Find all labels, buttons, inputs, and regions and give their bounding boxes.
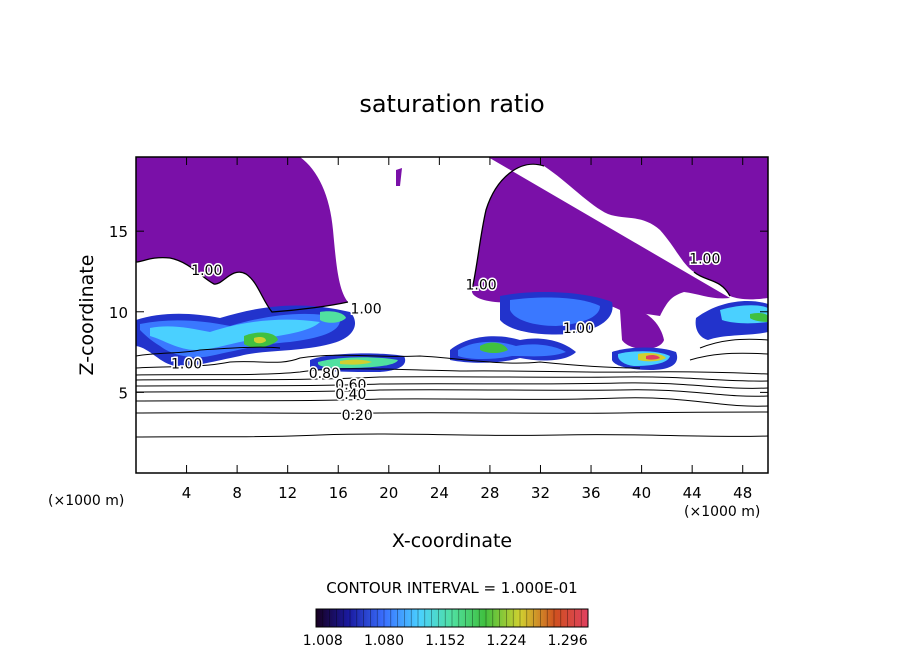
supersaturated-region [136,157,348,312]
contour-label: 1.00 [465,277,496,293]
supersaturated-region [620,308,664,349]
supersaturated-region [396,168,402,186]
y-tick-label: 15 [109,223,128,241]
contour-label: 1.00 [171,356,202,372]
cloud-band [510,297,600,326]
cloud-band [750,312,768,322]
cloud-band [340,359,372,365]
contour-label: 0.60 [335,377,366,393]
chart-title: saturation ratio [359,90,544,118]
cloud-band [646,354,660,360]
colorbar-tick-label: 1.152 [425,633,465,649]
cloud-band [480,342,508,353]
x-tick-label: 8 [232,484,242,502]
x-tick-label: 28 [480,484,499,502]
colorbar-tick-label: 1.008 [303,633,343,649]
contour-label-group: 1.00 1.00 1.00 1.00 1.00 1.00 0.800.600.40 0.20 [169,250,721,425]
y-axis: 5 10 15 [109,223,768,402]
plot-frame [135,156,769,474]
cloud-band [320,311,346,323]
x-tick-label: 20 [379,484,398,502]
contour-label: 0.20 [342,408,373,424]
supersaturated-region [650,159,684,185]
contour-label: 0.40 [335,387,366,403]
x-axis-units: (×1000 m) [684,504,760,520]
supersaturated-region [471,157,768,316]
colorbar-tick-label: 1.080 [364,633,404,649]
plot-field [136,157,768,438]
x-tick-label: 12 [278,484,297,502]
contour-label: 0.80 [309,366,340,382]
x-tick-label: 40 [632,484,651,502]
contour-interval-label: CONTOUR INTERVAL = 1.000E-01 [326,579,577,597]
colorbar-ticks [322,609,582,627]
x-tick-label: 16 [329,484,348,502]
x-tick-label: 32 [531,484,550,502]
y-tick-label: 5 [118,384,128,402]
cloud-band [150,319,320,350]
y-axis-label: Z-coordinate [76,255,98,376]
colorbar-labels: 1.008 1.080 1.152 1.224 1.296 [303,633,588,649]
x-tick-label: 48 [733,484,752,502]
colorbar-tick-label: 1.296 [548,633,588,649]
contour-lines [136,338,768,438]
contour-1-00 [136,163,731,313]
cloud-band [254,337,266,344]
contour-label: 1.00 [191,263,222,279]
y-tick-label: 10 [109,304,128,322]
contour-label: 1.00 [350,302,381,318]
x-tick-label: 4 [182,484,192,502]
x-tick-label: 44 [683,484,702,502]
y-axis-units: (×1000 m) [48,493,124,509]
x-tick-label: 24 [430,484,449,502]
x-axis: 4 8 12 16 20 24 28 32 36 40 44 48 [182,157,752,502]
contour-label: 1.00 [563,321,594,337]
contour-label: 1.00 [689,252,720,268]
x-tick-label: 36 [581,484,600,502]
colorbar-tick-label: 1.224 [486,633,526,649]
x-axis-label: X-coordinate [392,530,512,552]
